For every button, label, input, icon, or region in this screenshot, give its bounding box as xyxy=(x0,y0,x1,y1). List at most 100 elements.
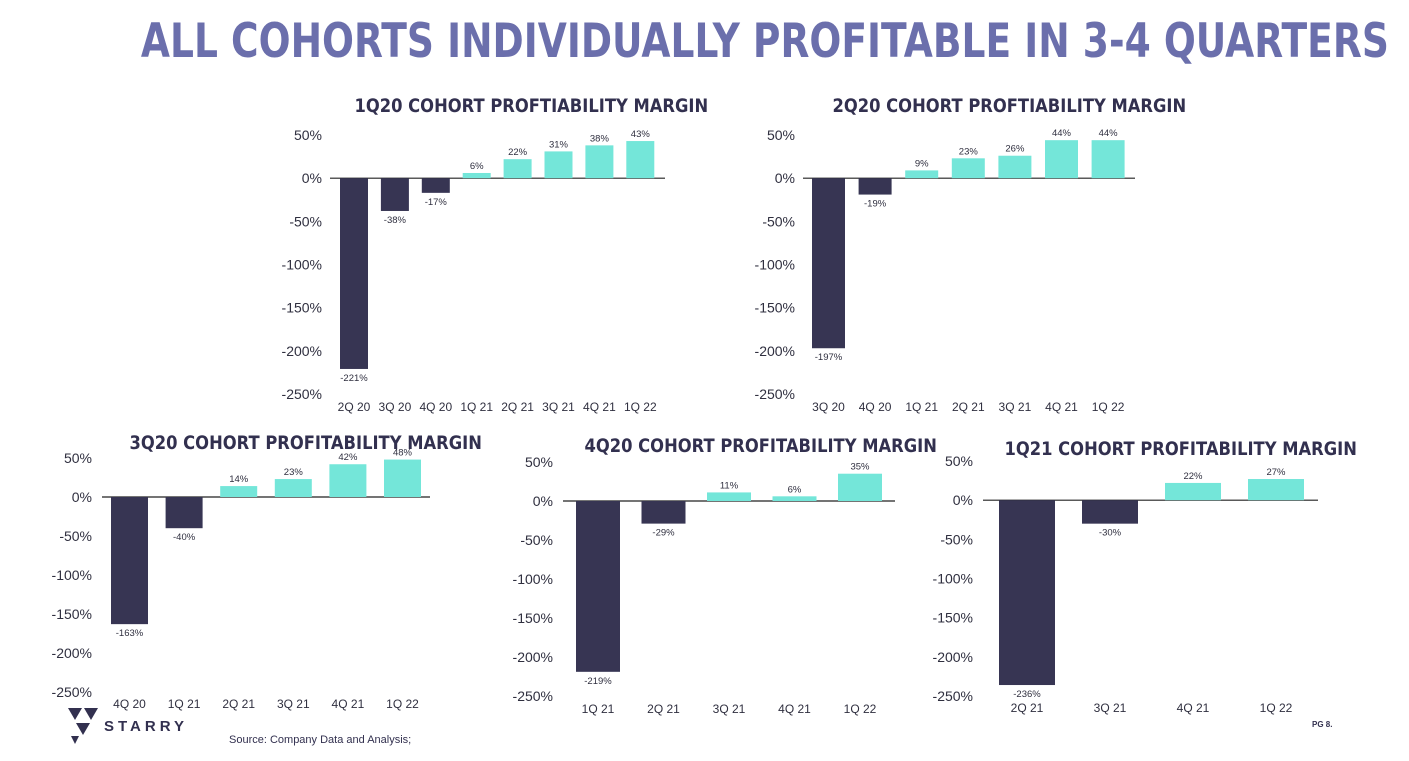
y-tick-label: 50% xyxy=(294,127,322,143)
x-tick-label: 2Q 21 xyxy=(952,400,985,414)
y-tick-label: -50% xyxy=(59,528,92,544)
x-tick-label: 3Q 21 xyxy=(1094,701,1127,715)
y-tick-label: 0% xyxy=(533,493,553,509)
bar xyxy=(165,497,203,529)
y-tick-label: -100% xyxy=(755,257,795,273)
x-tick-label: 3Q 20 xyxy=(379,400,412,414)
y-tick-label: -200% xyxy=(52,645,92,661)
bar xyxy=(384,459,421,497)
y-tick-label: -150% xyxy=(282,300,322,316)
y-tick-label: -200% xyxy=(755,343,795,359)
x-tick-label: 2Q 21 xyxy=(501,400,534,414)
data-label: 14% xyxy=(229,474,249,485)
data-label: -38% xyxy=(384,215,407,226)
data-label: 22% xyxy=(508,147,528,158)
y-tick-label: -250% xyxy=(933,688,973,704)
y-tick-label: -250% xyxy=(513,688,553,704)
data-label: -17% xyxy=(425,197,448,208)
x-tick-label: 1Q 22 xyxy=(624,400,657,414)
bar xyxy=(998,155,1032,179)
y-tick-label: -50% xyxy=(289,213,322,229)
x-tick-label: 1Q 22 xyxy=(1092,400,1125,414)
bar xyxy=(858,178,892,195)
x-tick-label: 4Q 21 xyxy=(1045,400,1078,414)
y-tick-label: 50% xyxy=(945,453,973,469)
starry-logo-icon xyxy=(68,708,98,744)
x-tick-label: 4Q 21 xyxy=(583,400,616,414)
x-tick-label: 4Q 21 xyxy=(332,697,365,711)
bar xyxy=(838,473,882,501)
page-number: PG 8. xyxy=(1312,720,1333,729)
y-tick-label: 50% xyxy=(525,454,553,470)
data-label: 35% xyxy=(850,462,870,473)
y-tick-label: 0% xyxy=(953,492,973,508)
data-label: -19% xyxy=(864,199,887,210)
page-title: ALL COHORTS INDIVIDUALLY PROFITABLE IN 3… xyxy=(140,14,1389,69)
y-tick-label: -150% xyxy=(513,610,553,626)
y-tick-label: -100% xyxy=(933,571,973,587)
data-label: 9% xyxy=(915,158,929,169)
x-tick-label: 1Q 21 xyxy=(168,697,201,711)
bar xyxy=(576,501,620,672)
data-label: 11% xyxy=(720,480,739,491)
data-label: 6% xyxy=(470,161,484,172)
x-tick-label: 1Q 21 xyxy=(460,400,493,414)
data-label: 42% xyxy=(338,452,358,463)
y-tick-label: -50% xyxy=(520,532,553,548)
x-tick-label: 1Q 22 xyxy=(1260,701,1293,715)
data-label: 26% xyxy=(1005,144,1025,155)
y-tick-label: 50% xyxy=(767,127,795,143)
data-label: -221% xyxy=(340,373,368,384)
data-label: 27% xyxy=(1266,467,1286,478)
chart-title-3q20: 3Q20 COHORT PROFITABILITY MARGIN xyxy=(129,432,482,454)
source-note: Source: Company Data and Analysis; xyxy=(229,734,412,746)
bar xyxy=(951,158,985,179)
x-tick-label: 3Q 21 xyxy=(713,702,746,716)
data-label: -236% xyxy=(1013,689,1041,700)
data-label: 22% xyxy=(1183,471,1203,482)
x-tick-label: 2Q 21 xyxy=(222,697,255,711)
bar xyxy=(503,159,532,179)
x-tick-label: 4Q 20 xyxy=(859,400,892,414)
brand-name: STARRY xyxy=(104,718,188,735)
x-tick-label: 3Q 21 xyxy=(277,697,310,711)
data-label: 23% xyxy=(959,146,979,157)
x-tick-label: 1Q 21 xyxy=(905,400,938,414)
y-tick-label: -250% xyxy=(52,684,92,700)
bar xyxy=(274,479,312,497)
data-label: -197% xyxy=(815,352,843,363)
data-label: 31% xyxy=(549,139,569,150)
data-label: 48% xyxy=(393,448,413,459)
bar xyxy=(462,172,491,179)
y-tick-label: -100% xyxy=(282,257,322,273)
chart-title-4q20: 4Q20 COHORT PROFITABILITY MARGIN xyxy=(584,435,937,457)
y-tick-label: -200% xyxy=(513,649,553,665)
data-label: 44% xyxy=(1052,128,1072,139)
x-tick-label: 4Q 21 xyxy=(778,702,811,716)
y-tick-label: -150% xyxy=(933,610,973,626)
bar xyxy=(772,496,817,501)
bar xyxy=(1248,479,1304,501)
y-tick-label: -100% xyxy=(52,567,92,583)
y-tick-label: -100% xyxy=(513,571,553,587)
x-tick-label: 2Q 21 xyxy=(647,702,680,716)
x-tick-label: 3Q 20 xyxy=(812,400,845,414)
bar xyxy=(626,141,655,179)
data-label: 43% xyxy=(631,129,651,140)
data-label: 6% xyxy=(788,484,802,495)
data-label: -29% xyxy=(652,528,675,539)
y-tick-label: -150% xyxy=(755,300,795,316)
chart-title-1q21: 1Q21 COHORT PROFITABILITY MARGIN xyxy=(1004,438,1357,460)
bar xyxy=(812,178,845,349)
bar xyxy=(1082,500,1138,524)
x-tick-label: 1Q 22 xyxy=(844,702,877,716)
y-tick-label: 0% xyxy=(775,170,795,186)
x-tick-label: 2Q 20 xyxy=(338,400,371,414)
y-tick-label: 0% xyxy=(72,489,92,505)
y-tick-label: -200% xyxy=(933,649,973,665)
bar xyxy=(707,492,751,501)
